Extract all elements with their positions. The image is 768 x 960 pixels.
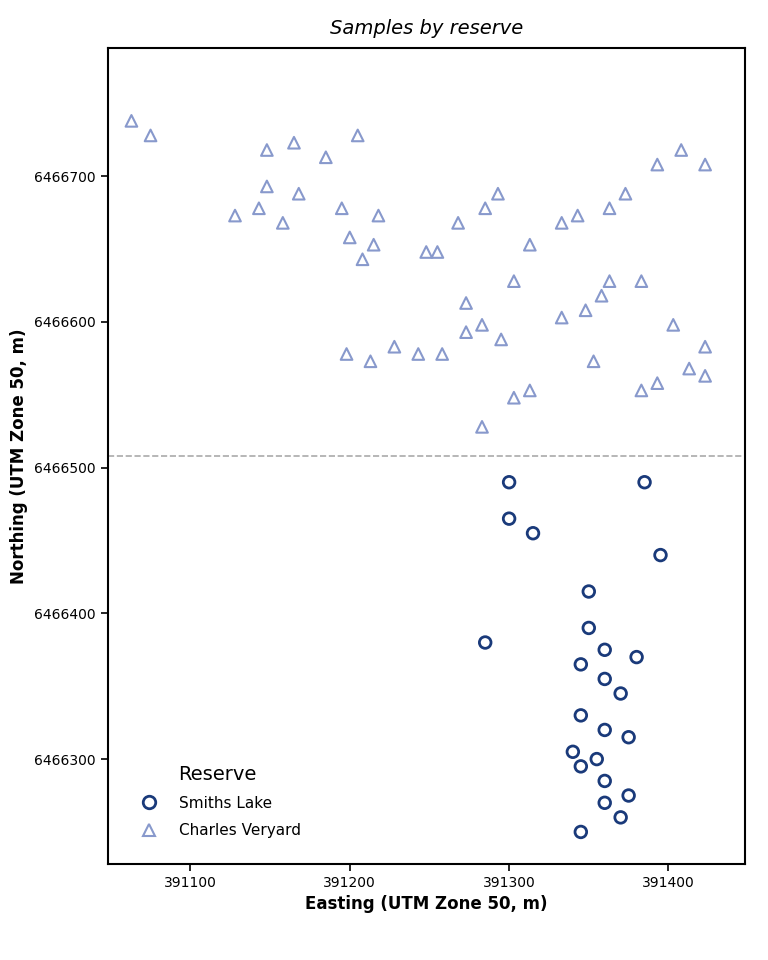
Point (420, 244, 432, 259)
Point (524, 237, 536, 252)
X-axis label: Easting (UTM Zone 50, m): Easting (UTM Zone 50, m) (305, 896, 548, 913)
Point (631, 649, 643, 664)
Point (614, 685, 627, 701)
Point (479, 635, 492, 650)
Point (667, 317, 680, 332)
Point (432, 244, 444, 259)
Point (508, 390, 520, 405)
Point (229, 208, 241, 224)
Point (479, 201, 492, 216)
Point (654, 547, 667, 563)
Point (699, 339, 711, 354)
Point (635, 274, 647, 289)
Point (583, 584, 595, 599)
Point (389, 339, 401, 354)
Point (460, 296, 472, 311)
Point (460, 324, 472, 340)
Point (574, 708, 587, 723)
Point (598, 722, 611, 737)
Point (261, 142, 273, 157)
Point (319, 150, 332, 165)
Legend: Smiths Lake, Charles Veryard: Smiths Lake, Charles Veryard (115, 746, 319, 856)
Point (253, 201, 265, 216)
Point (356, 252, 369, 267)
Point (372, 208, 385, 224)
Point (598, 671, 611, 686)
Point (276, 215, 289, 230)
Point (343, 229, 356, 245)
Point (635, 383, 647, 398)
Point (675, 142, 687, 157)
Point (588, 353, 600, 369)
Point (288, 135, 300, 151)
Point (336, 201, 348, 216)
Point (604, 201, 616, 216)
Point (412, 347, 425, 362)
Point (574, 657, 587, 672)
Point (144, 128, 157, 143)
Point (699, 369, 711, 384)
Point (352, 128, 364, 143)
Point (452, 215, 464, 230)
Point (555, 215, 568, 230)
Point (651, 156, 664, 172)
Point (340, 347, 353, 362)
Point (368, 237, 380, 252)
Point (623, 730, 635, 745)
Point (492, 186, 504, 202)
Point (125, 113, 137, 129)
Point (293, 186, 305, 202)
Point (579, 302, 591, 318)
Point (598, 773, 611, 788)
Y-axis label: Northing (UTM Zone 50, m): Northing (UTM Zone 50, m) (11, 328, 28, 584)
Point (261, 179, 273, 194)
Point (364, 353, 376, 369)
Point (524, 383, 536, 398)
Point (555, 310, 568, 325)
Point (598, 795, 611, 810)
Point (619, 186, 631, 202)
Point (503, 511, 515, 526)
Point (614, 809, 627, 825)
Point (683, 361, 695, 376)
Point (574, 825, 587, 840)
Point (574, 758, 587, 774)
Point (699, 156, 711, 172)
Point (527, 525, 539, 540)
Point (591, 752, 603, 767)
Point (476, 317, 488, 332)
Point (495, 332, 508, 348)
Point (583, 620, 595, 636)
Point (476, 420, 488, 435)
Point (567, 744, 579, 759)
Point (638, 474, 650, 490)
Point (623, 788, 635, 804)
Point (571, 208, 584, 224)
Point (598, 642, 611, 658)
Point (595, 288, 607, 303)
Point (503, 474, 515, 490)
Point (436, 347, 449, 362)
Point (508, 274, 520, 289)
Title: Samples by reserve: Samples by reserve (329, 19, 523, 38)
Point (604, 274, 616, 289)
Point (651, 375, 664, 391)
